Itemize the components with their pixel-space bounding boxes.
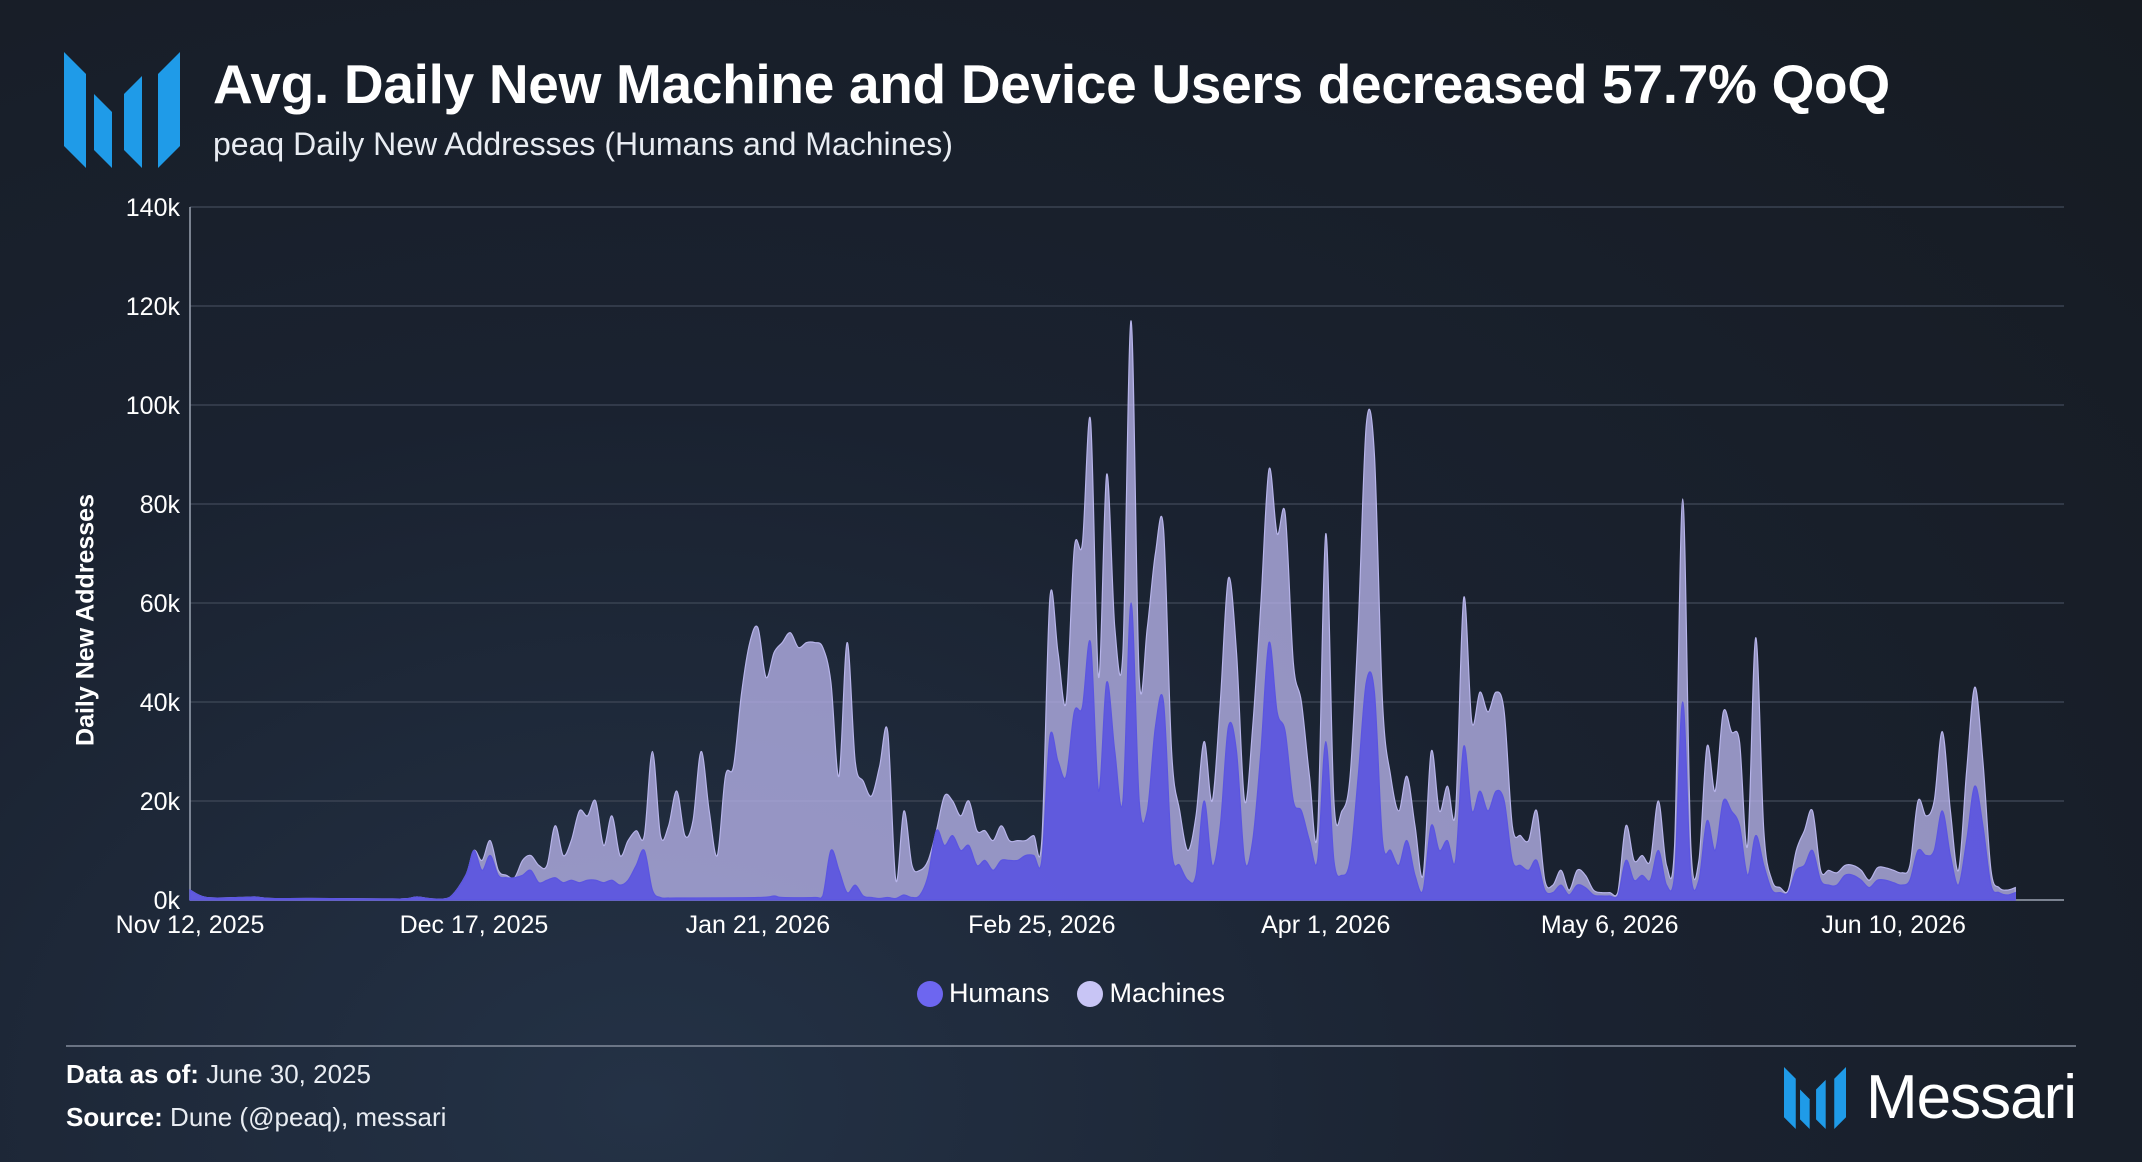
chart-subtitle: peaq Daily New Addresses (Humans and Mac… — [213, 126, 953, 162]
data-as-of-label: Data as of: — [66, 1059, 199, 1089]
axis-ticks: 0k 20k 40k 60k 80k 100k 120k 140k Nov 12, 2025 De… — [116, 194, 1966, 939]
y-tick-label: 40k — [140, 689, 181, 717]
legend-swatch-machines — [1077, 980, 1104, 1007]
series-area-humans — [189, 602, 2016, 901]
x-tick-label: Jan 21, 2026 — [686, 911, 831, 939]
legend-swatch-humans — [916, 980, 943, 1007]
messari-brand-icon — [1783, 1066, 1846, 1129]
source-label: Source: — [66, 1102, 163, 1132]
y-tick-label: 20k — [140, 788, 181, 816]
y-tick-label: 80k — [140, 491, 181, 519]
x-tick-label: Nov 12, 2025 — [116, 911, 265, 939]
messari-logo-icon — [64, 52, 180, 168]
footer-divider — [66, 1045, 2076, 1047]
brand: Messari — [1783, 1062, 2077, 1133]
legend-item-machines[interactable]: Machines — [1077, 978, 1225, 1009]
legend-label-humans: Humans — [948, 978, 1050, 1008]
source-line: Source: Dune (@peaq), messari — [66, 1102, 446, 1133]
legend-item-humans[interactable]: Humans — [916, 978, 1050, 1009]
data-as-of-value: June 30, 2025 — [206, 1059, 371, 1089]
source-value: Dune (@peaq), messari — [170, 1102, 447, 1132]
x-tick-label: Jun 10, 2026 — [1821, 911, 1966, 939]
series-area-machines — [189, 320, 2016, 901]
chart-title: Avg. Daily New Machine and Device Users … — [213, 53, 1890, 115]
y-tick-label: 0k — [154, 887, 181, 915]
data-as-of: Data as of: June 30, 2025 — [66, 1059, 371, 1090]
x-tick-label: Dec 17, 2025 — [400, 911, 549, 939]
y-tick-label: 140k — [126, 194, 181, 222]
x-tick-label: May 6, 2026 — [1541, 911, 1679, 939]
x-tick-label: Feb 25, 2026 — [968, 911, 1115, 939]
y-tick-label: 120k — [126, 293, 181, 321]
brand-name: Messari — [1865, 1063, 2077, 1132]
legend-label-machines: Machines — [1109, 978, 1226, 1008]
legend: Humans Machines — [0, 978, 2142, 1009]
x-tick-label: Apr 1, 2026 — [1261, 911, 1390, 939]
y-tick-label: 60k — [140, 590, 181, 618]
series-areas — [189, 320, 2016, 901]
y-tick-label: 100k — [126, 392, 181, 420]
